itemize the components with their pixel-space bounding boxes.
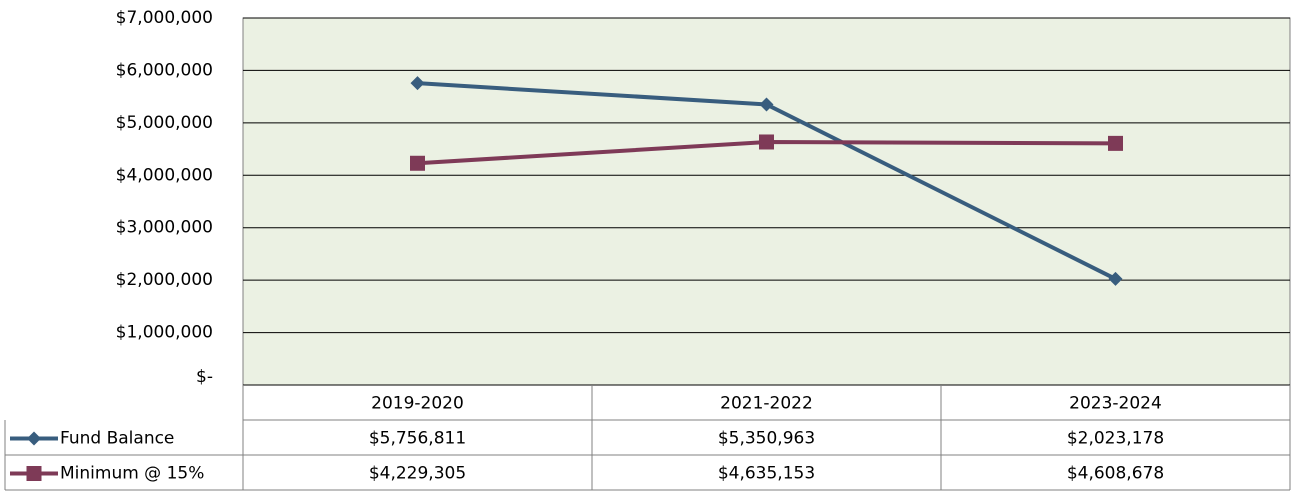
x-tick-label: 2021-2022 (720, 394, 813, 414)
series-marker (1108, 271, 1123, 286)
table-value: $4,229,305 (369, 464, 466, 484)
legend-label: Minimum @ 15% (60, 464, 204, 484)
y-tick-label: $- (196, 367, 213, 387)
y-tick-label: $5,000,000 (116, 113, 213, 133)
table-value: $5,350,963 (718, 429, 815, 449)
y-tick-label: $1,000,000 (116, 323, 213, 343)
table-value: $5,756,811 (369, 429, 466, 449)
legend-marker (27, 431, 41, 446)
y-tick-label: $2,000,000 (116, 270, 213, 290)
y-tick-label: $6,000,000 (116, 60, 213, 80)
series-marker (759, 97, 774, 112)
series-marker (759, 134, 774, 150)
table-value: $4,608,678 (1067, 464, 1164, 484)
table-value: $2,023,178 (1067, 429, 1164, 449)
table-value: $4,635,153 (718, 464, 815, 484)
plot-area (242, 17, 1291, 386)
y-tick-label: $3,000,000 (116, 218, 213, 238)
legend-marker (26, 466, 42, 481)
y-tick-label: $7,000,000 (116, 8, 213, 28)
x-tick-label: 2019-2020 (371, 394, 464, 414)
series-marker (1108, 135, 1123, 151)
series-marker (410, 155, 425, 171)
legend-label: Fund Balance (60, 429, 174, 449)
x-tick-label: 2023-2024 (1069, 394, 1162, 414)
series-marker (410, 76, 425, 91)
y-tick-label: $4,000,000 (116, 165, 213, 185)
